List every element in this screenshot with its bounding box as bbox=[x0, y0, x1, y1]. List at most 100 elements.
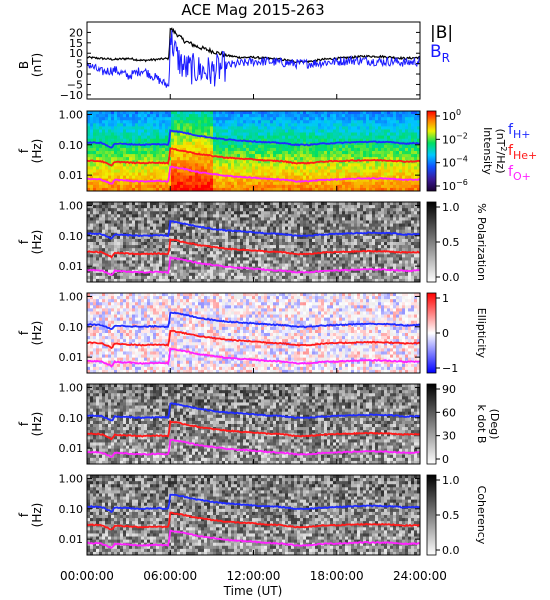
spectrogram-cell bbox=[291, 184, 295, 189]
spectrogram-cell bbox=[90, 223, 94, 227]
spectrogram-cell bbox=[156, 266, 160, 270]
spectrogram-cell bbox=[249, 214, 253, 218]
spectrogram-cell bbox=[195, 238, 199, 243]
spectrogram-cell bbox=[249, 235, 253, 240]
spectrogram-cell bbox=[222, 220, 226, 224]
spectrogram-cell bbox=[240, 257, 244, 261]
spectrogram-cell bbox=[270, 172, 274, 176]
spectrogram-cell bbox=[255, 184, 259, 189]
spectrogram-cell bbox=[237, 147, 241, 152]
spectrogram-cell bbox=[255, 178, 259, 183]
spectrogram-cell bbox=[135, 217, 139, 221]
spectrogram-cell bbox=[354, 120, 358, 124]
spectrogram-cell bbox=[207, 223, 211, 227]
spectrogram-cell bbox=[237, 151, 241, 155]
spectrogram-cell bbox=[198, 117, 202, 121]
spectrogram-cell bbox=[309, 111, 313, 115]
spectrogram-cell bbox=[144, 229, 148, 234]
spectrogram-cell bbox=[381, 147, 385, 152]
spectrogram-cell bbox=[147, 238, 151, 243]
spectrogram-cell bbox=[108, 187, 112, 192]
spectrogram-cell bbox=[165, 242, 169, 246]
spectrogram-cell bbox=[405, 184, 409, 189]
spectrogram-cell bbox=[108, 205, 112, 209]
spectrogram-cell bbox=[294, 144, 298, 149]
spectrogram-cell bbox=[225, 211, 229, 215]
spectrogram-cell bbox=[171, 235, 175, 240]
spectrogram-cell bbox=[114, 202, 118, 206]
spectrogram-cell bbox=[240, 117, 244, 121]
spectrogram-cell bbox=[213, 141, 217, 146]
spectrogram-cell bbox=[258, 163, 262, 167]
spectrogram-cell bbox=[372, 157, 376, 161]
spectrogram-cell bbox=[378, 184, 382, 189]
spectrogram-cell bbox=[303, 260, 307, 264]
spectrogram-cell bbox=[303, 245, 307, 249]
spectrogram-cell bbox=[351, 117, 355, 121]
spectrogram-cell bbox=[123, 175, 127, 179]
spectrogram-cell bbox=[291, 202, 295, 206]
spectrogram-cell bbox=[177, 260, 181, 264]
spectrogram-cell bbox=[336, 147, 340, 152]
spectrogram-cell bbox=[399, 166, 403, 170]
spectrogram-cell bbox=[294, 187, 298, 192]
spectrogram-cell bbox=[225, 202, 229, 206]
spectrogram-cell bbox=[87, 263, 91, 267]
spectrogram-cell bbox=[357, 166, 361, 170]
spectrogram-cell bbox=[150, 126, 154, 130]
spectrogram-cell bbox=[312, 223, 316, 227]
spectrogram-cell bbox=[144, 220, 148, 224]
y-tick-label: 0.10 bbox=[59, 139, 84, 152]
spectrogram-cell bbox=[192, 120, 196, 124]
spectrogram-cell bbox=[171, 144, 175, 149]
spectrogram-cell bbox=[195, 187, 199, 192]
spectrogram-cell bbox=[387, 135, 391, 139]
spectrogram-cell bbox=[315, 278, 319, 283]
spectrogram-cell bbox=[246, 123, 250, 127]
spectrogram-cell bbox=[201, 147, 205, 152]
spectrogram-cell bbox=[240, 260, 244, 264]
spectrogram-cell bbox=[144, 166, 148, 170]
spectrogram-cell bbox=[198, 157, 202, 161]
spectrogram-cell bbox=[354, 160, 358, 164]
spectrogram-cell bbox=[174, 172, 178, 176]
spectrogram-cell bbox=[225, 184, 229, 189]
spectrogram-cell bbox=[300, 214, 304, 218]
spectrogram-cell bbox=[234, 251, 238, 255]
spectrogram-cell bbox=[252, 117, 256, 121]
spectrogram-cell bbox=[345, 147, 349, 152]
spectrogram-cell bbox=[93, 144, 97, 149]
spectrogram-cell bbox=[384, 135, 388, 139]
y-tick-label: −5 bbox=[67, 78, 83, 91]
spectrogram-cell bbox=[330, 187, 334, 192]
spectrogram-cell bbox=[159, 129, 163, 133]
spectrogram-cell bbox=[366, 178, 370, 183]
spectrogram-cell bbox=[213, 208, 217, 212]
spectrogram-cell bbox=[90, 132, 94, 136]
spectrogram-cell bbox=[108, 120, 112, 124]
spectrogram-cell bbox=[159, 184, 163, 189]
spectrogram-cell bbox=[318, 126, 322, 130]
spectrogram-cell bbox=[270, 120, 274, 124]
spectrogram-cell bbox=[132, 123, 136, 127]
spectrogram-cell bbox=[117, 242, 121, 246]
spectrogram-cell bbox=[234, 245, 238, 249]
spectrogram-cell bbox=[177, 226, 181, 230]
spectrogram-cell bbox=[216, 166, 220, 170]
spectrogram-cell bbox=[261, 169, 265, 173]
spectrogram-cell bbox=[213, 169, 217, 173]
legend-he-plus-sub: He+ bbox=[513, 149, 537, 162]
spectrogram-cell bbox=[258, 178, 262, 183]
spectrogram-cell bbox=[153, 238, 157, 243]
spectrogram-cell bbox=[186, 217, 190, 221]
intensity-y-ticks: 1.000.100.01 bbox=[59, 108, 420, 182]
spectrogram-cell bbox=[315, 138, 319, 143]
spectrogram-cell bbox=[288, 187, 292, 192]
spectrogram-cell bbox=[234, 211, 238, 215]
spectrogram-cell bbox=[192, 278, 196, 283]
spectrogram-cell bbox=[102, 257, 106, 261]
spectrogram-cell bbox=[357, 151, 361, 155]
spectrogram-cell bbox=[306, 202, 310, 206]
spectrogram-cell bbox=[177, 184, 181, 189]
spectrogram-cell bbox=[162, 147, 166, 152]
